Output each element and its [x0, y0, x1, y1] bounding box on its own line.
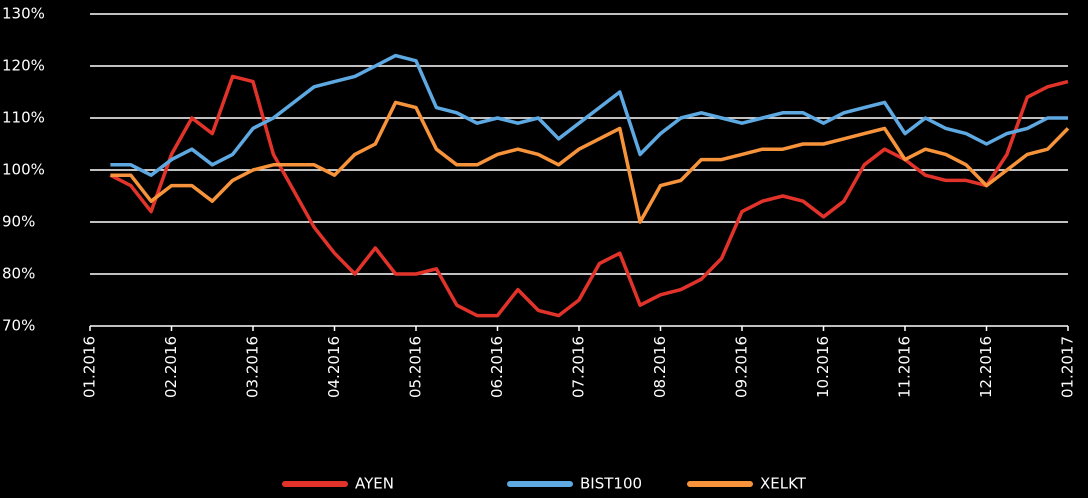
x-tick-label: 05.2016: [407, 336, 425, 398]
y-tick-label: 80%: [2, 265, 35, 283]
x-tick-label: 01.2016: [81, 336, 99, 398]
x-tick-label: 08.2016: [651, 336, 669, 398]
x-tick-label: 07.2016: [570, 336, 588, 398]
x-tick-label: 12.2016: [977, 336, 995, 398]
y-tick-label: 100%: [2, 161, 45, 179]
series-line: [110, 53, 1068, 177]
legend-label: XELKT: [760, 475, 807, 493]
x-tick-label: 04.2016: [325, 336, 343, 398]
x-tick-label: 03.2016: [244, 336, 262, 398]
y-tick-label: 120%: [2, 57, 45, 75]
y-tick-label: 110%: [2, 109, 45, 127]
x-tick-label: 11.2016: [896, 336, 914, 398]
x-tick-label: 02.2016: [162, 336, 180, 398]
y-tick-label: 70%: [2, 317, 35, 335]
series-line: [110, 100, 1070, 224]
legend-label: BIST100: [580, 475, 642, 493]
series-line: [109, 74, 1069, 318]
x-tick-label: 06.2016: [488, 336, 506, 398]
x-tick-label: 10.2016: [814, 336, 832, 398]
legend-label: AYEN: [355, 475, 394, 493]
x-tick-label: 01.2017: [1059, 336, 1077, 398]
y-tick-label: 90%: [2, 213, 35, 231]
y-tick-label: 130%: [2, 5, 45, 23]
x-tick-label: 09.2016: [733, 336, 751, 398]
